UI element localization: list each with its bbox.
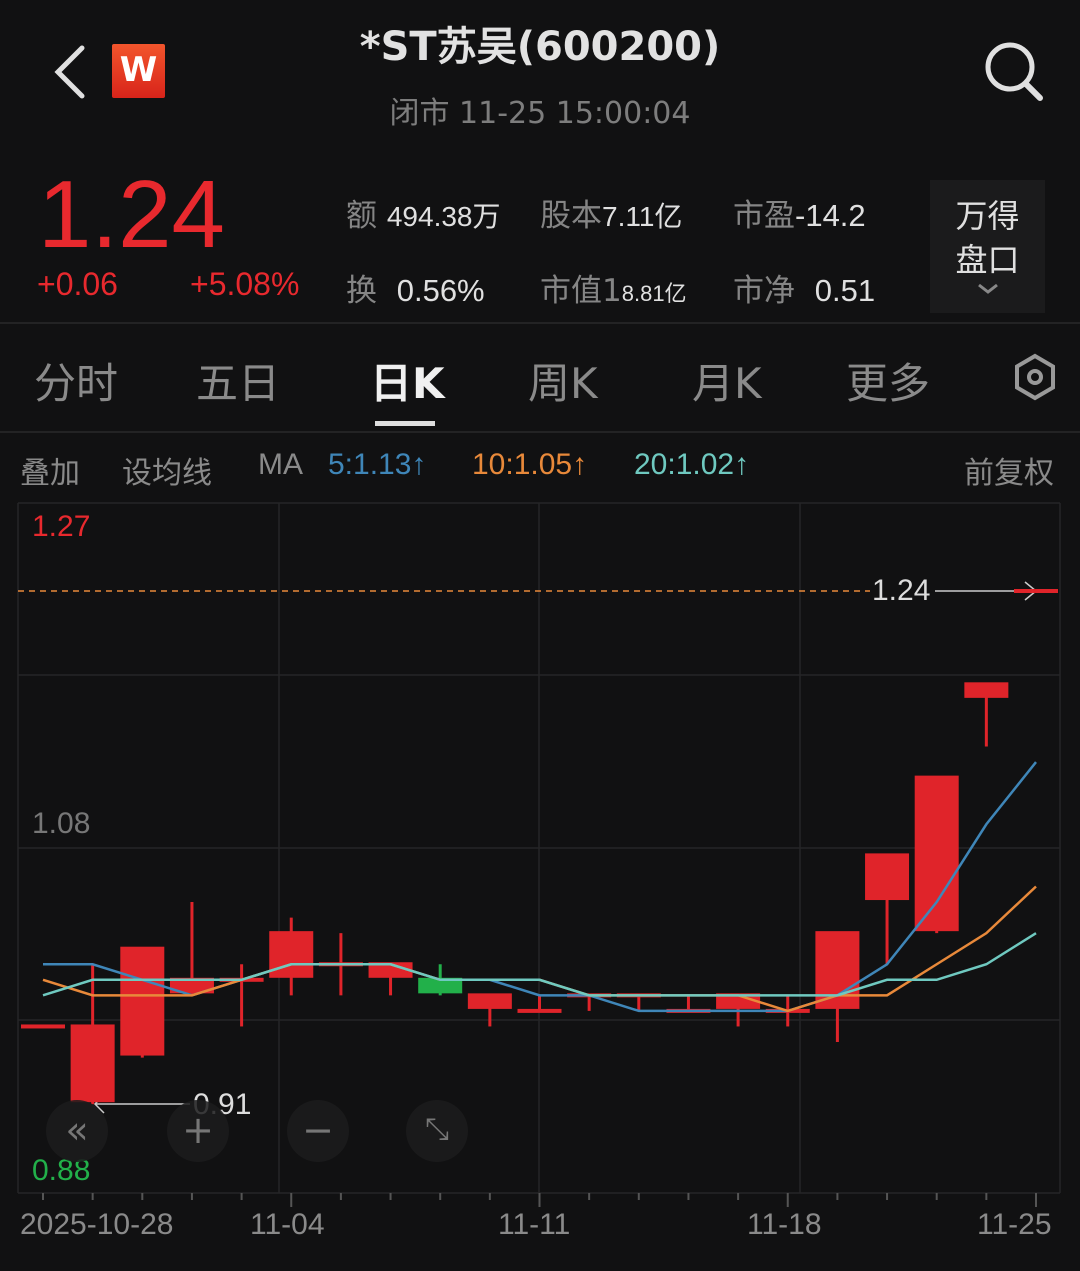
price-change-pct: +5.08% (190, 266, 300, 302)
candle-body (418, 977, 463, 994)
candle-body (169, 977, 214, 994)
candle-body (865, 853, 910, 901)
x-tick-label: 11-25 (977, 1208, 1052, 1241)
ma5-value: 5:1.13↑ (328, 448, 427, 481)
divider (0, 431, 1080, 433)
set-ma-button[interactable]: 设均线 (122, 457, 212, 490)
tab-intraday[interactable]: 分时 (34, 359, 119, 408)
x-tick-label: 11-11 (498, 1208, 571, 1241)
y-label-top: 1.27 (32, 510, 91, 543)
market-status: 闭市 11-25 15:00:04 (389, 96, 691, 131)
page-title: *ST苏吴(600200) (359, 24, 721, 70)
divider (0, 322, 1080, 324)
overlay-button[interactable]: 叠加 (20, 457, 80, 490)
stat-shares: 股本7.11亿 (540, 198, 683, 234)
last-price-label: 1.24 (872, 574, 931, 607)
price-change: +0.06 (37, 266, 118, 302)
tab-monthly-k[interactable]: 月K (692, 359, 762, 408)
tab-five-day[interactable]: 五日 (196, 359, 281, 408)
x-tick-label: 11-18 (747, 1208, 822, 1241)
last-price: 1.24 (38, 161, 225, 268)
candle-body (716, 993, 761, 1009)
fullscreen-icon[interactable]: ⤡ (406, 1100, 468, 1162)
candle-body (70, 1024, 115, 1103)
candle-body (914, 775, 959, 932)
candle-body (21, 1024, 65, 1029)
tab-weekly-k[interactable]: 周K (528, 359, 598, 408)
tab-more[interactable]: 更多 (846, 359, 931, 408)
ma20-line (42, 932, 1037, 997)
scroll-left-icon[interactable]: « (46, 1100, 108, 1162)
stat-amount: 额 494.38万 (346, 198, 501, 234)
zoom-in-icon[interactable]: + (167, 1100, 229, 1162)
wind-logo: W (112, 44, 165, 98)
x-tick-label: 2025-10-28 (20, 1208, 174, 1241)
candle-body (815, 931, 860, 1009)
candle-body (964, 682, 1009, 698)
wind-orderbook-button[interactable]: 万得 盘口 (930, 180, 1045, 313)
candle-body (368, 962, 413, 978)
candle-body (467, 993, 512, 1009)
candle-body (269, 931, 314, 978)
settings-icon[interactable] (1010, 352, 1060, 402)
ma20-value: 20:1.02↑ (634, 448, 750, 481)
candle-body (1014, 589, 1058, 593)
tab-daily-k[interactable]: 日K (370, 359, 445, 408)
active-tab-indicator (375, 421, 435, 426)
x-tick-label: 11-04 (250, 1208, 325, 1241)
stat-pe: 市盈-14.2 (733, 198, 866, 234)
wind-button-line2: 盘口 (955, 241, 1020, 279)
ma10-value: 10:1.05↑ (472, 448, 588, 481)
stat-market-cap: 市值18.81亿 (540, 273, 687, 309)
ma-label: MA (258, 448, 303, 481)
adjust-button[interactable]: 前复权 (964, 457, 1054, 490)
stat-pb: 市净 0.51 (733, 273, 876, 309)
chevron-down-icon (977, 283, 998, 294)
candle-body (517, 1008, 562, 1013)
y-label-middle: 1.08 (32, 807, 91, 840)
candle-body (120, 946, 165, 1056)
wind-button-line1: 万得 (955, 197, 1020, 235)
stat-turnover: 换 0.56% (346, 273, 485, 309)
zoom-out-icon[interactable]: − (287, 1100, 349, 1162)
